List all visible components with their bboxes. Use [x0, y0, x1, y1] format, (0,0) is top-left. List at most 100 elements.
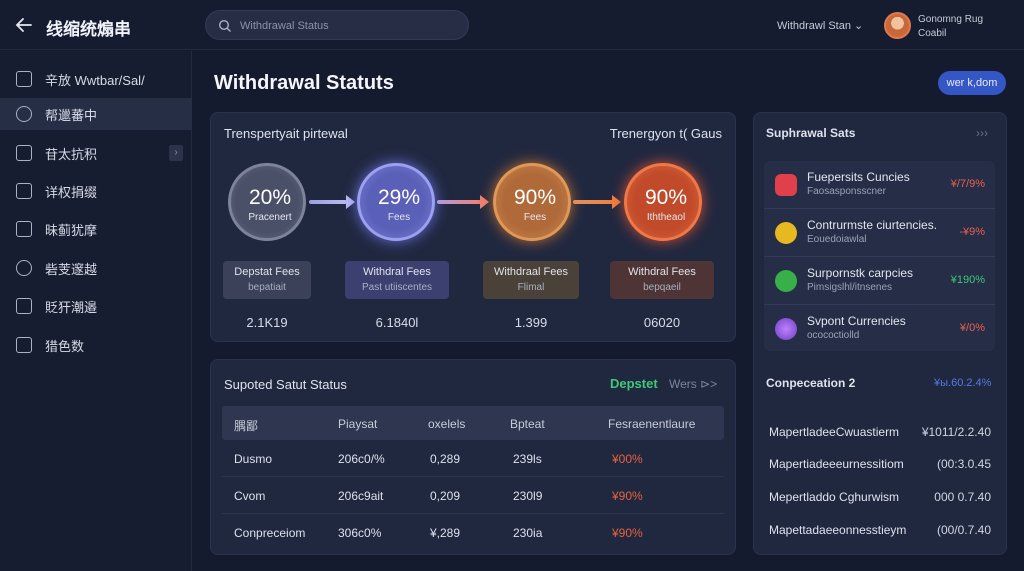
sidebar-item-3[interactable]: 苷太抗积 › [0, 137, 192, 169]
box-icon [16, 71, 32, 87]
fee-amount: 06020 [643, 315, 681, 330]
column-header[interactable]: Bpteat [510, 417, 545, 431]
table-cell: 0,289 [430, 452, 461, 466]
column-header[interactable]: Fesraenentlaure [608, 417, 696, 431]
sidebar-item-4[interactable]: 详权捐缀 [0, 175, 192, 207]
list-item[interactable]: Surpornstk carpcies Pimsigslhl/itnsenes … [764, 257, 995, 305]
comp-row-value: 000 0.7.40 [934, 490, 991, 504]
step-percent: 20% [248, 186, 292, 209]
right-panel-title: Suphrawal Sats [766, 126, 856, 140]
table-card-title: Supoted Satut Status [224, 377, 347, 392]
currency-sub: Faosasponsscner [807, 186, 886, 197]
top-bar: 线缩统煽串 Withdrawl Stan ⌄ Gonomng Rug Coabi… [0, 0, 1024, 50]
step-percent: 90% [644, 186, 688, 209]
column-header[interactable]: 腢鄙 [234, 419, 259, 433]
step-percent: 29% [377, 186, 421, 209]
flow-arrow [309, 195, 355, 209]
table-cell: ¥90% [612, 489, 643, 503]
sidebar-item-label: 苷太抗积 [45, 146, 98, 162]
step-caption: Iththeaol [646, 212, 686, 223]
table-row[interactable]: Dusmo 206c0/% 0,289 239ls ¥00% [222, 441, 724, 477]
flow-arrow [437, 195, 489, 209]
fee-box-3[interactable]: Withdraal Fees Flimal [483, 261, 579, 299]
table-row[interactable]: Conpreceiom 306c0% ¥,289 230ia ¥90% [222, 515, 724, 551]
currency-sub: Pimsigslhl/itnsenes [807, 282, 893, 293]
step-circle-3[interactable]: 90% Fees [493, 163, 571, 241]
fee-amount: 1.399 [514, 315, 548, 330]
table-cell: 206c9ait [338, 489, 384, 503]
gift-icon [775, 174, 797, 196]
back-arrow-icon[interactable] [14, 15, 34, 35]
app-title: 线缩统煽串 [46, 20, 131, 39]
search-input[interactable] [240, 17, 460, 35]
sidebar-item-6[interactable]: 砦芰邃越 [0, 252, 192, 284]
search-icon [218, 19, 231, 32]
sidebar-item-2[interactable]: 帮邋蕃中 [0, 98, 192, 130]
table-row[interactable]: Cvom 206c9ait 0,209 230l9 ¥90% [222, 478, 724, 514]
search-bar[interactable] [205, 10, 469, 40]
step-caption: Fees [523, 212, 547, 223]
sidebar-item-label: 猎色数 [45, 338, 85, 354]
avatar[interactable] [884, 12, 911, 39]
fee-box-1[interactable]: Depstat Fees bepatiait [223, 261, 311, 299]
list-item[interactable]: Contrurmste ciurtencies. Eouedoiawlal -¥… [764, 209, 995, 257]
comp-row[interactable]: MapertladeeCwuastierm ¥1011/2.2.40 [769, 425, 991, 445]
flow-card-subtitle: Trenergyon t( Gaus [609, 126, 722, 141]
step-caption: Pracenert [248, 212, 292, 223]
comp-row-value: (00/0.7.40 [936, 523, 991, 537]
table-cell: 0,209 [430, 489, 461, 503]
comp-row[interactable]: Mapertiadeeeurnessitiom (00:3.0.45 [769, 457, 991, 477]
sidebar-item-7[interactable]: 貶犴潮邉 [0, 290, 192, 322]
sidebar: 辛放 Wwtbar/Sal/ 帮邋蕃中 苷太抗积 › 详权捐缀 昧蓟犹摩 砦芰邃… [0, 51, 192, 571]
fee-subtitle: Past utiiscentes [361, 282, 433, 293]
fee-amount: 2.1K19 [246, 315, 288, 330]
fee-title: Depstat Fees [234, 266, 300, 278]
status-dropdown[interactable]: Withdrawl Stan ⌄ [777, 20, 864, 32]
table-cell: 206c0/% [338, 452, 385, 466]
sidebar-item-label: 昧蓟犹摩 [45, 222, 98, 238]
currency-name: Fuepersits Cuncies [807, 170, 910, 184]
step-circle-2[interactable]: 29% Fees [357, 163, 435, 241]
fee-box-2[interactable]: Withdral Fees Past utiiscentes [345, 261, 449, 299]
sidebar-item-1[interactable]: 辛放 Wwtbar/Sal/ [0, 63, 192, 95]
comp-label: Mepertladdo Cghurwism [769, 490, 900, 504]
table-header: 腢鄙 Piaysat oxelels Bpteat Fesraenentlaur… [222, 406, 724, 440]
comp-title: Conpeceation 2 [766, 376, 856, 390]
fee-amount: 6.1840l [375, 315, 419, 330]
step-circle-4[interactable]: 90% Iththeaol [624, 163, 702, 241]
report-icon [16, 298, 32, 314]
comp-row[interactable]: Mapettadaeeonnesstieym (00/0.7.40 [769, 523, 991, 543]
view-all-link[interactable]: Wers ⊳> [669, 377, 718, 391]
deposit-link[interactable]: Depstet [610, 376, 658, 391]
column-header[interactable]: oxelels [428, 417, 466, 431]
sidebar-item-5[interactable]: 昧蓟犹摩 [0, 213, 192, 245]
currency-value: ¥/0% [959, 322, 985, 334]
table-cell: Dusmo [234, 452, 273, 466]
sidebar-item-label: 砦芰邃越 [45, 261, 98, 277]
list-item[interactable]: Fuepersits Cuncies Faosasponsscner ¥/7/9… [764, 161, 995, 209]
currency-list: Fuepersits Cuncies Faosasponsscner ¥/7/9… [764, 161, 995, 351]
more-icon[interactable]: ››› [976, 126, 988, 140]
user-name[interactable]: Gonomng Rug Coabil [918, 13, 983, 41]
currency-name: Contrurmste ciurtencies. [807, 218, 938, 232]
fee-title: Withdral Fees [363, 266, 431, 278]
column-header[interactable]: Piaysat [338, 417, 378, 431]
comp-label: Mapettadaeeonnesstieym [769, 523, 907, 537]
step-circle-1[interactable]: 20% Pracenert [228, 163, 306, 241]
table-cell: Conpreceiom [234, 526, 306, 540]
orb-icon [775, 318, 797, 340]
sidebar-item-label: 貶犴潮邉 [45, 299, 98, 315]
hand-icon [16, 106, 32, 122]
list-item[interactable]: Svpont Currencies ocococtiolld ¥/0% [764, 305, 995, 353]
chevron-right-icon[interactable]: › [169, 145, 183, 161]
flow-card-title: Trenspertyait pirtewal [224, 126, 348, 141]
currency-sub: ocococtiolld [807, 330, 860, 341]
table-cell: 230l9 [513, 489, 543, 503]
currency-name: Surpornstk carpcies [807, 266, 914, 280]
currency-value: ¥190% [950, 274, 985, 286]
sidebar-item-8[interactable]: 猎色数 [0, 329, 192, 361]
fee-box-4[interactable]: Withdral Fees bepqaeil [610, 261, 714, 299]
table-cell: Cvom [234, 489, 266, 503]
comp-row[interactable]: Mepertladdo Cghurwism 000 0.7.40 [769, 490, 991, 510]
action-button[interactable]: wer k,dom [938, 71, 1006, 95]
